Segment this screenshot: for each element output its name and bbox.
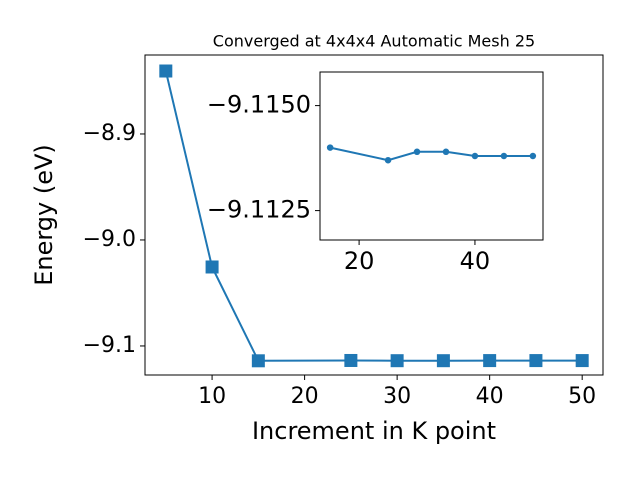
y-tick-label: −9.1150 bbox=[207, 91, 311, 119]
x-tick-label: 50 bbox=[568, 384, 596, 409]
marker bbox=[390, 354, 404, 368]
y-tick-label: −9.0 bbox=[83, 227, 136, 252]
marker bbox=[436, 354, 450, 368]
marker bbox=[575, 354, 589, 368]
marker bbox=[483, 354, 497, 368]
x-tick-label: 20 bbox=[344, 247, 375, 275]
x-tick-label: 40 bbox=[460, 247, 491, 275]
x-tick-label: 30 bbox=[383, 384, 411, 409]
axes-frame bbox=[144, 54, 604, 376]
marker bbox=[251, 354, 265, 368]
chart-title: Converged at 4x4x4 Automatic Mesh 25 bbox=[213, 32, 535, 51]
marker bbox=[500, 152, 508, 160]
axes-frame bbox=[319, 71, 544, 241]
marker bbox=[529, 152, 537, 160]
y-tick-label: −9.1125 bbox=[207, 196, 311, 224]
y-tick-label: −8.9 bbox=[83, 121, 136, 146]
x-tick-label: 40 bbox=[476, 384, 504, 409]
marker bbox=[413, 148, 421, 156]
y-tick-label: −9.1 bbox=[83, 333, 136, 358]
x-tick-label: 20 bbox=[291, 384, 319, 409]
x-axis-label: Increment in K point bbox=[252, 417, 496, 445]
marker bbox=[159, 64, 173, 78]
marker bbox=[529, 354, 543, 368]
y-axis-label: Energy (eV) bbox=[30, 144, 58, 286]
marker bbox=[205, 260, 219, 274]
marker bbox=[384, 156, 392, 164]
marker bbox=[471, 152, 479, 160]
marker bbox=[442, 148, 450, 156]
marker bbox=[344, 353, 358, 367]
marker bbox=[326, 144, 334, 151]
x-tick-label: 10 bbox=[198, 384, 226, 409]
